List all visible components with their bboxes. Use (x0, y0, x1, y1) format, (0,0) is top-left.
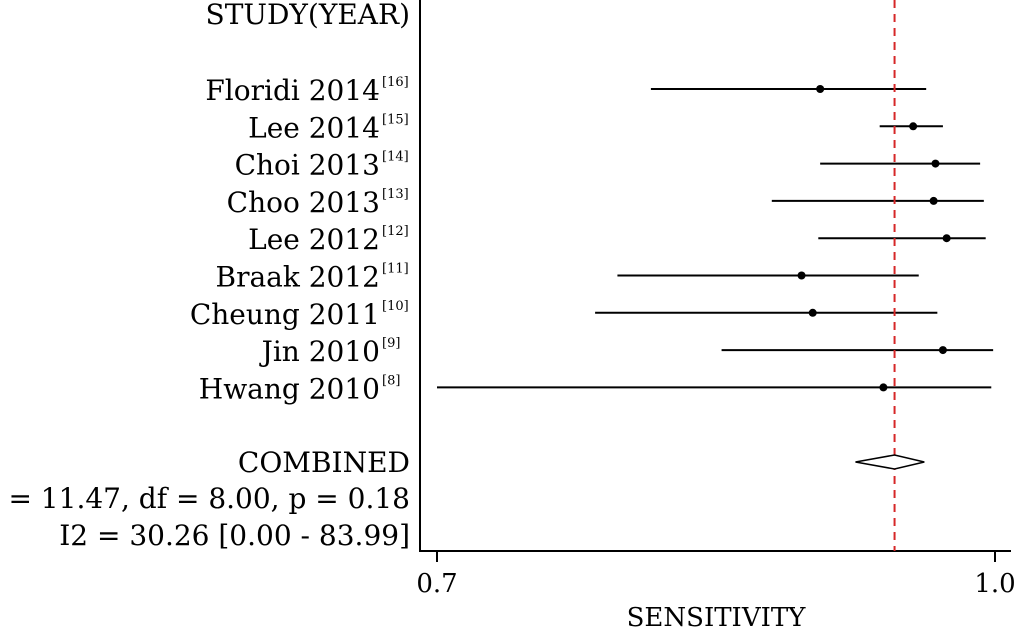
study-label-floridi-2014: Floridi 2014 (205, 74, 380, 107)
point-estimate-choi-2013 (931, 159, 940, 168)
study-label-cheung-2011: Cheung 2011 (190, 298, 380, 331)
point-estimate-lee-2012 (942, 234, 951, 243)
i2-stats: I2 = 30.26 [0.00 - 83.99] (59, 519, 410, 552)
study-label-choo-2013: Choo 2013 (227, 186, 380, 219)
study-rows: Floridi 2014 [16] Lee 2014 [15] Choi 2013 [14… (190, 74, 994, 405)
combined-label: COMBINED (238, 446, 410, 479)
point-estimate-cheung-2011 (808, 308, 817, 317)
study-ref-hwang-2010: [8] (382, 373, 400, 388)
study-ref-cheung-2011: [10] (382, 299, 409, 314)
heterogeneity-stats: Q = 11.47, df = 8.00, p = 0.18 (0, 482, 410, 515)
study-label-choi-2013: Choi 2013 (235, 149, 380, 182)
study-label-jin-2010: Jin 2010 (259, 335, 380, 368)
study-label-lee-2012: Lee 2012 (248, 223, 380, 256)
x-axis-title: SENSITIVITY (627, 603, 807, 631)
study-ref-braak-2012: [11] (382, 262, 409, 277)
point-estimate-jin-2010 (938, 346, 947, 355)
study-label-lee-2014: Lee 2014 (248, 111, 380, 144)
x-tick-label-0.7: 0.7 (416, 569, 457, 599)
study-label-braak-2012: Braak 2012 (216, 261, 380, 294)
x-tick-label-1.0: 1.0 (974, 569, 1015, 599)
study-ref-floridi-2014: [16] (382, 75, 409, 90)
study-label-hwang-2010: Hwang 2010 (199, 372, 380, 405)
point-estimate-hwang-2010 (879, 383, 888, 392)
point-estimate-braak-2012 (797, 271, 806, 280)
study-ref-choo-2013: [13] (382, 187, 409, 202)
study-ref-lee-2012: [12] (382, 224, 409, 239)
point-estimate-lee-2014 (909, 122, 918, 131)
column-header: STUDY(YEAR) (206, 0, 410, 31)
study-ref-jin-2010: [9] (382, 336, 400, 351)
point-estimate-choo-2013 (929, 196, 938, 205)
study-ref-choi-2013: [14] (382, 150, 409, 165)
point-estimate-floridi-2014 (816, 85, 825, 93)
combined-diamond (855, 454, 925, 470)
study-ref-lee-2014: [15] (382, 112, 409, 127)
